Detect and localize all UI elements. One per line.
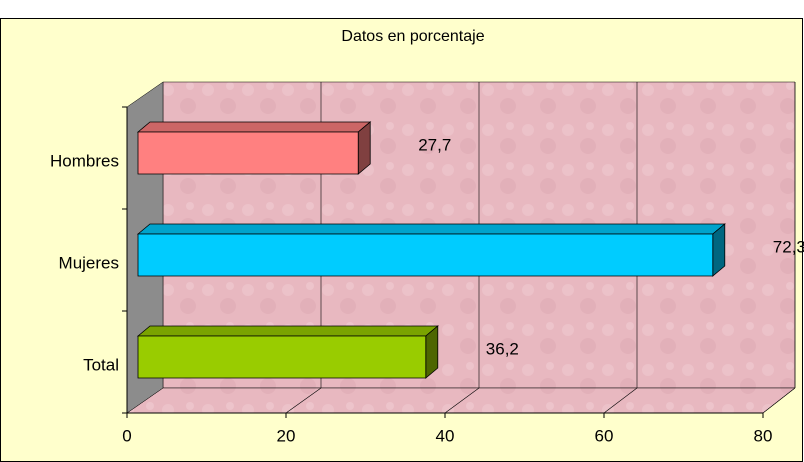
x-tick-label: 0 [122,426,131,445]
x-tick-label: 80 [754,426,773,445]
y-tick-label: Hombres [50,151,119,170]
bar [136,121,372,175]
x-tick-label: 40 [436,426,455,445]
y-tick-label: Total [83,355,119,374]
floor [126,387,796,414]
grid-line [285,387,322,414]
bar-face [137,335,427,379]
data-label: 36,2 [486,339,519,358]
bar-face [136,325,439,337]
bar [136,325,439,379]
x-tick-label: 20 [277,426,296,445]
y-tick-label: Mujeres [59,253,119,272]
bar [136,223,726,277]
data-label: 72,3 [773,237,804,256]
grid-line [603,387,638,414]
chart-subtitle: Datos en porcentaje [341,28,484,45]
bar-face [136,121,372,133]
grid-line [444,387,480,414]
bar-face [137,131,359,175]
data-label: 27,7 [418,135,451,154]
bar-face [136,223,726,235]
bar-face [137,233,714,277]
grid-line [762,387,796,414]
x-tick-label: 60 [595,426,614,445]
